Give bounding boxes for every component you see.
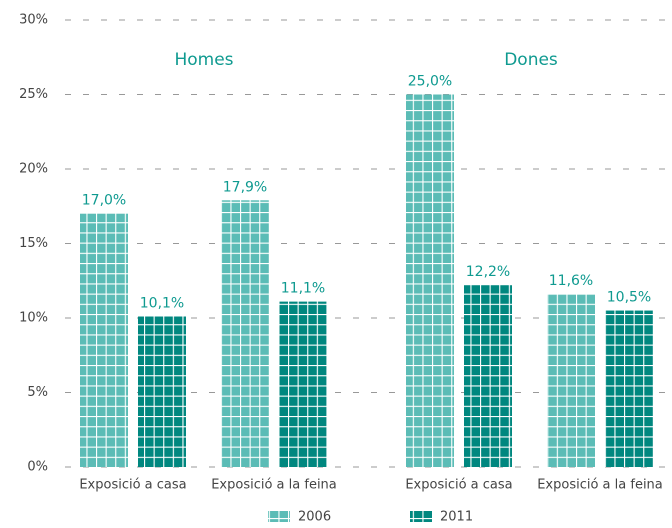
legend-label: 2006 bbox=[298, 510, 331, 525]
y-tick-label: 15% bbox=[19, 236, 48, 251]
y-tick-label: 25% bbox=[19, 87, 48, 102]
y-tick-label: 20% bbox=[19, 162, 48, 177]
bar bbox=[406, 94, 454, 467]
y-tick-label: 0% bbox=[27, 460, 48, 475]
y-tick-label: 30% bbox=[19, 13, 48, 28]
legend-label: 2011 bbox=[440, 510, 473, 525]
value-label: 11,1% bbox=[281, 281, 325, 297]
y-tick-label: 10% bbox=[19, 311, 48, 326]
group-title: Homes bbox=[174, 50, 233, 70]
value-label: 11,6% bbox=[549, 273, 593, 289]
x-tick-label: Exposició a casa bbox=[79, 478, 186, 493]
value-label: 10,5% bbox=[607, 290, 651, 306]
value-label: 17,9% bbox=[223, 179, 267, 195]
legend-swatch bbox=[268, 511, 290, 522]
bar bbox=[138, 316, 186, 467]
legend-swatch bbox=[410, 511, 432, 522]
bar bbox=[221, 200, 269, 468]
value-label: 12,2% bbox=[466, 264, 510, 280]
value-label: 25,0% bbox=[408, 74, 452, 90]
bar bbox=[80, 213, 128, 467]
value-label: 17,0% bbox=[82, 193, 126, 209]
bar bbox=[279, 301, 327, 467]
bar bbox=[605, 310, 653, 467]
x-tick-label: Exposició a la feina bbox=[211, 478, 337, 493]
bar bbox=[464, 285, 512, 467]
bar bbox=[547, 294, 595, 467]
y-tick-label: 5% bbox=[27, 385, 48, 400]
x-tick-label: Exposició a la feina bbox=[537, 478, 663, 493]
value-label: 10,1% bbox=[140, 296, 184, 312]
group-title: Dones bbox=[504, 50, 558, 70]
x-tick-label: Exposició a casa bbox=[405, 478, 512, 493]
